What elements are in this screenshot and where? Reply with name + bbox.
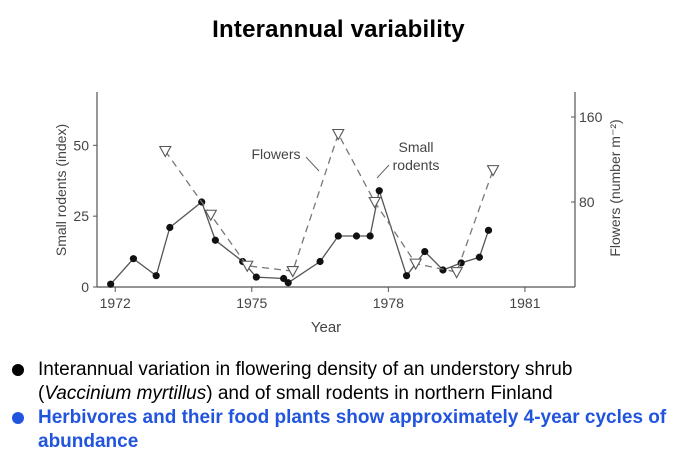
y-left-tick-label: 50 — [73, 137, 89, 153]
bullet-text-post: ) and of small rodents in northern Finla… — [206, 383, 552, 404]
x-tick-label: 1972 — [100, 295, 131, 311]
annotation-flowers: Flowers — [251, 146, 300, 162]
x-tick-label: 1975 — [236, 295, 267, 311]
rodents-point — [166, 224, 173, 231]
rodents-point — [439, 266, 446, 273]
flowers-point — [160, 147, 171, 157]
annotation-flowers-leader — [306, 157, 319, 171]
y-right-tick-label: 160 — [579, 109, 603, 125]
rodents-point — [485, 227, 492, 234]
rodents-point — [212, 237, 219, 244]
bullet-species: myrtillus — [137, 383, 207, 404]
rodents-point — [107, 281, 114, 288]
flowers-point — [287, 267, 298, 277]
x-axis-label: Year — [311, 319, 341, 336]
bullet-list: Interannual variation in flowering densi… — [10, 358, 670, 454]
y-left-tick-label: 25 — [73, 208, 89, 224]
y-axis-left-label: Small rodents (index) — [53, 124, 69, 256]
rodents-point — [421, 248, 428, 255]
flowers-point — [451, 268, 462, 278]
bullet-item-cycles: Herbivores and their food plants show ap… — [10, 406, 670, 454]
bullet-item-variation: Interannual variation in flowering densi… — [10, 358, 670, 406]
bullet-dot — [12, 412, 24, 424]
rodents-point — [253, 273, 260, 280]
annotation-rodents-leader — [377, 165, 389, 178]
chart-series — [107, 130, 499, 288]
rodents-point — [476, 254, 483, 261]
bullet-dot — [12, 364, 24, 376]
flowers-point — [488, 166, 499, 176]
y-axis-right-label: Flowers (number m⁻²) — [607, 119, 623, 256]
x-tick-label: 1981 — [509, 295, 540, 311]
rodents-point — [353, 232, 360, 239]
flowers-point — [369, 198, 380, 208]
bullet-genus: Vaccinium — [44, 383, 131, 404]
annotation-small-rodents-line: Small — [398, 139, 433, 155]
bullet-text-cycles: Herbivores and their food plants show ap… — [38, 407, 666, 452]
annotation-small-rodents: Small rodents — [393, 139, 440, 173]
rodents-point — [367, 232, 374, 239]
rodents-point — [130, 255, 137, 262]
rodents-point — [403, 272, 410, 279]
rodents-point — [335, 232, 342, 239]
chart-axes: 1972 1975 1978 1981 0 25 50 80 160 — [73, 92, 602, 311]
rodents-point — [285, 279, 292, 286]
y-right-tick-label: 80 — [579, 194, 595, 210]
rodents-point — [316, 258, 323, 265]
y-left-tick-label: 0 — [81, 279, 89, 295]
flowers-series-line — [165, 134, 493, 272]
rodents-point — [153, 272, 160, 279]
flowers-point — [333, 130, 344, 140]
rodents-point — [376, 187, 383, 194]
annotation-small-rodents-line: rodents — [393, 157, 440, 173]
rodents-series-line — [111, 191, 489, 285]
interannual-chart: 1972 1975 1978 1981 0 25 50 80 160 Year Small rod… — [0, 0, 677, 350]
x-tick-label: 1978 — [373, 295, 404, 311]
